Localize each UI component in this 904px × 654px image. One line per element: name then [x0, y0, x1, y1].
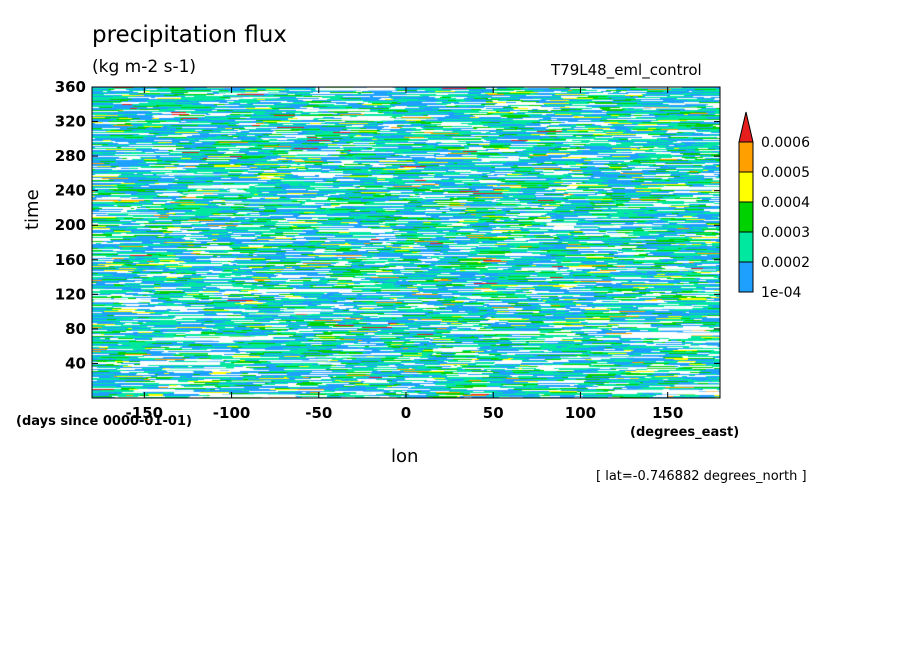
y-tick-label: 240: [55, 182, 86, 200]
run-name: T79L48_eml_control: [551, 61, 702, 79]
colorbar-label: 1e-04: [761, 285, 801, 301]
colorbar-label: 0.0004: [761, 195, 810, 211]
x-tick-label: -150: [126, 404, 164, 422]
heatmap-image: [92, 87, 720, 398]
x-tick-label: 50: [483, 404, 504, 422]
x-tick-label: 100: [565, 404, 596, 422]
y-tick-label: 320: [55, 113, 86, 131]
x-axis-label: lon: [391, 446, 419, 467]
y-tick-label: 80: [65, 320, 86, 338]
chart-units: (kg m-2 s-1): [92, 57, 197, 77]
colorbar-label: 0.0002: [761, 255, 810, 271]
y-tick-label: 200: [55, 216, 86, 234]
x-tick-label: -50: [305, 404, 332, 422]
y-tick-label: 280: [55, 147, 86, 165]
x-tick-label: -100: [213, 404, 251, 422]
chart-title: precipitation flux: [92, 22, 287, 48]
colorbar-label: 0.0005: [761, 165, 810, 181]
colorbar-label: 0.0003: [761, 225, 810, 241]
y-tick-label: 120: [55, 285, 86, 303]
x-axis-units: (degrees_east): [630, 425, 740, 440]
y-axis-units: (days since 0000-01-01): [16, 414, 192, 429]
colorbar-extend-triangle: [738, 111, 754, 143]
colorbar-segment: [738, 141, 754, 173]
colorbar-label: 0.0006: [761, 135, 810, 151]
axes: -150 -100 -50 0 50 100 150 40 80 120 160 200 240 280 3…: [55, 78, 721, 422]
latitude-annotation: [ lat=-0.746882 degrees_north ]: [596, 469, 807, 484]
y-tick-label: 40: [65, 354, 86, 372]
y-tick-label: 160: [55, 251, 86, 269]
colorbar-segment: [738, 171, 754, 203]
x-tick-label: 150: [652, 404, 683, 422]
x-tick-label: 0: [401, 404, 411, 422]
colorbar-segment: [738, 231, 754, 263]
colorbar: 1e-04 0.0002 0.0003 0.0004 0.0005 0.0006: [738, 111, 810, 301]
colorbar-segment: [738, 201, 754, 233]
colorbar-segment: [738, 261, 754, 293]
heatmap-field: [92, 87, 720, 398]
y-tick-label: 360: [55, 78, 86, 96]
